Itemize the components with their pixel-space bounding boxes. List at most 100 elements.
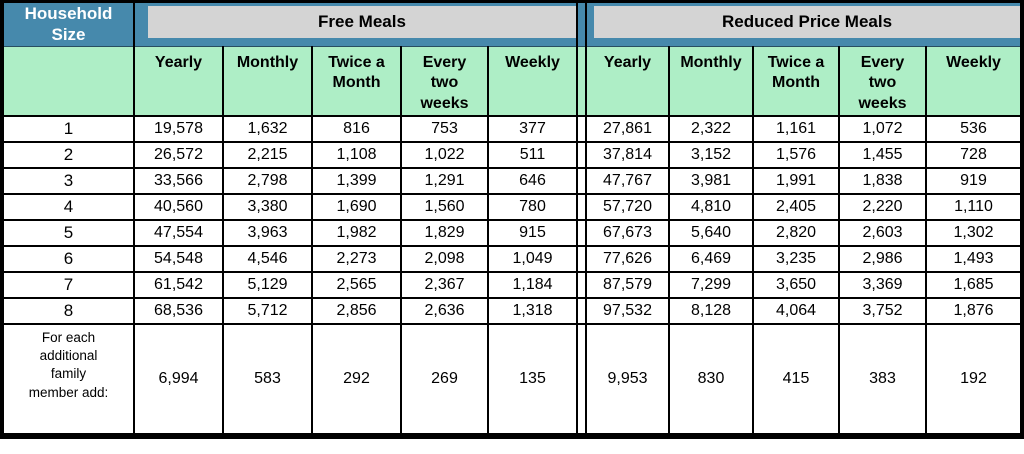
- section-divider: [576, 1, 587, 47]
- free-meals-value: 1,829: [400, 218, 489, 247]
- reduced-meals-value: 3,650: [752, 270, 840, 299]
- household-size-value: 2: [2, 140, 135, 169]
- free-meals-value: 2,636: [400, 296, 489, 325]
- reduced-meals-value: 37,814: [585, 140, 670, 169]
- free-meals-value: 47,554: [133, 218, 224, 247]
- free-meals-value: 2,798: [222, 166, 313, 195]
- free-meals-value: 1,560: [400, 192, 489, 221]
- free-meals-value: 1,318: [487, 296, 578, 325]
- meal-eligibility-table: Household Size Free Meals Reduced Price …: [2, 1, 1023, 435]
- reduced-meals-value: 67,673: [585, 218, 670, 247]
- column-header-cell: Yearly: [585, 45, 670, 117]
- column-header-cell: Every two weeks: [400, 45, 489, 117]
- reduced-meals-value: 3,235: [752, 244, 840, 273]
- free-meals-value: 583: [222, 322, 313, 435]
- reduced-meals-value: 1,991: [752, 166, 840, 195]
- free-meals-value: 5,129: [222, 270, 313, 299]
- reduced-meals-value: 919: [924, 166, 1023, 195]
- household-size-value: 6: [2, 244, 135, 273]
- free-meals-value: 1,690: [311, 192, 402, 221]
- free-meals-value: 2,367: [400, 270, 489, 299]
- free-meals-value: 135: [487, 322, 578, 435]
- free-meals-value: 816: [311, 114, 402, 143]
- reduced-meals-value: 77,626: [585, 244, 670, 273]
- reduced-meals-value: 1,302: [924, 218, 1023, 247]
- section-divider: [576, 218, 587, 247]
- reduced-meals-value: 3,152: [668, 140, 754, 169]
- reduced-meals-value: 6,469: [668, 244, 754, 273]
- free-meals-value: 68,536: [133, 296, 224, 325]
- column-header-cell: Monthly: [222, 45, 313, 117]
- header-band-row: Household Size Free Meals Reduced Price …: [2, 1, 1023, 47]
- reduced-meals-value: 3,981: [668, 166, 754, 195]
- free-meals-value: 5,712: [222, 296, 313, 325]
- free-meals-value: 2,856: [311, 296, 402, 325]
- free-meals-value: 4,546: [222, 244, 313, 273]
- reduced-meals-value: 1,455: [838, 140, 927, 169]
- reduced-meals-value: 57,720: [585, 192, 670, 221]
- section-divider: [576, 296, 587, 325]
- reduced-meals-value: 1,685: [924, 270, 1023, 299]
- reduced-meals-value: 97,532: [585, 296, 670, 325]
- free-meals-value: 292: [311, 322, 402, 435]
- column-header-cell: Twice a Month: [752, 45, 840, 117]
- section-divider: [576, 192, 587, 221]
- free-meals-value: 753: [400, 114, 489, 143]
- reduced-meals-value: 415: [752, 322, 840, 435]
- section-divider: [576, 322, 587, 435]
- free-meals-value: 33,566: [133, 166, 224, 195]
- free-meals-value: 2,565: [311, 270, 402, 299]
- free-meals-value: 377: [487, 114, 578, 143]
- eligibility-table-wrapper: Household Size Free Meals Reduced Price …: [0, 0, 1024, 439]
- reduced-meals-value: 47,767: [585, 166, 670, 195]
- table-row: 2 26,572 2,215 1,108 1,022 511 37,814 3,152 1,57…: [2, 140, 1023, 169]
- free-meals-value: 2,215: [222, 140, 313, 169]
- free-meals-value: 61,542: [133, 270, 224, 299]
- household-size-value: 7: [2, 270, 135, 299]
- column-header-cell: Weekly: [487, 45, 578, 117]
- additional-member-label: For each additional family member add:: [2, 322, 135, 435]
- reduced-meals-value: 536: [924, 114, 1023, 143]
- free-meals-value: 6,994: [133, 322, 224, 435]
- reduced-meals-value: 1,838: [838, 166, 927, 195]
- reduced-meals-value: 3,369: [838, 270, 927, 299]
- column-header-cell: Monthly: [668, 45, 754, 117]
- free-meals-value: 2,098: [400, 244, 489, 273]
- column-header-cell: Every two weeks: [838, 45, 927, 117]
- free-meals-value: 3,380: [222, 192, 313, 221]
- reduced-meals-value: 7,299: [668, 270, 754, 299]
- reduced-meals-value: 9,953: [585, 322, 670, 435]
- table-row: 7 61,542 5,129 2,565 2,367 1,184 87,579 7,299 3,…: [2, 270, 1023, 299]
- additional-member-row: For each additional family member add: 6…: [2, 322, 1023, 435]
- reduced-meals-value: 4,810: [668, 192, 754, 221]
- free-meals-value: 1,291: [400, 166, 489, 195]
- free-meals-value: 1,632: [222, 114, 313, 143]
- table-row: 3 33,566 2,798 1,399 1,291 646 47,767 3,981 1,99…: [2, 166, 1023, 195]
- reduced-meals-value: 1,110: [924, 192, 1023, 221]
- household-size-header: Household Size: [2, 1, 135, 47]
- free-meals-value: 1,049: [487, 244, 578, 273]
- free-meals-value: 915: [487, 218, 578, 247]
- table-row: 4 40,560 3,380 1,690 1,560 780 57,720 4,810 2,40…: [2, 192, 1023, 221]
- reduced-meals-value: 383: [838, 322, 927, 435]
- free-meals-value: 780: [487, 192, 578, 221]
- free-meals-value: 26,572: [133, 140, 224, 169]
- household-spacer-cell: [2, 45, 135, 117]
- column-header-cell: Weekly: [924, 45, 1023, 117]
- reduced-meals-value: 1,576: [752, 140, 840, 169]
- reduced-meals-value: 3,752: [838, 296, 927, 325]
- reduced-meals-value: 1,072: [838, 114, 927, 143]
- free-meals-value: 19,578: [133, 114, 224, 143]
- household-size-value: 1: [2, 114, 135, 143]
- reduced-meals-value: 2,603: [838, 218, 927, 247]
- reduced-meals-value: 27,861: [585, 114, 670, 143]
- free-meals-value: 1,022: [400, 140, 489, 169]
- section-divider: [576, 270, 587, 299]
- reduced-meals-value: 8,128: [668, 296, 754, 325]
- household-size-value: 3: [2, 166, 135, 195]
- free-meals-value: 2,273: [311, 244, 402, 273]
- reduced-price-meals-title: Reduced Price Meals: [594, 6, 1020, 38]
- free-meals-value: 54,548: [133, 244, 224, 273]
- reduced-meals-value: 4,064: [752, 296, 840, 325]
- table-row: 8 68,536 5,712 2,856 2,636 1,318 97,532 8,128 4,…: [2, 296, 1023, 325]
